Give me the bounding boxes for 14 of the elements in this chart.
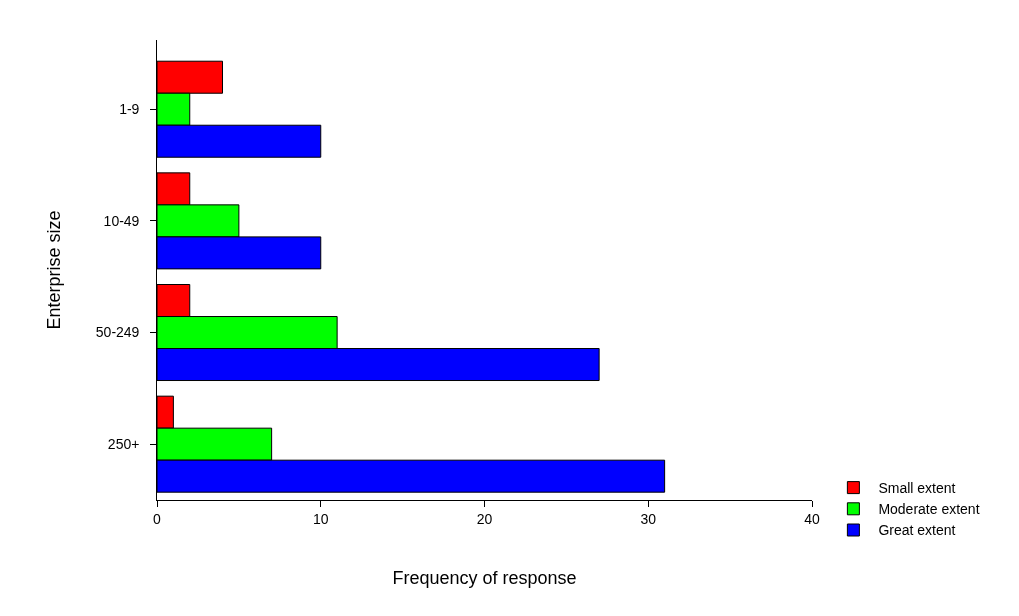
- x-tick-label: 20: [476, 510, 493, 527]
- x-tick-label: 40: [804, 510, 820, 527]
- y-tick-label: 50-249: [95, 324, 148, 341]
- x-tick-label: 10: [312, 510, 329, 527]
- y-tick-label: 1-9: [119, 101, 148, 118]
- legend-label: Small extent: [878, 480, 956, 497]
- x-axis-title: Frequency of response: [392, 567, 577, 588]
- y-tick-label: 10-49: [103, 212, 148, 229]
- legend-label: Moderate extent: [878, 501, 980, 518]
- x-tick-label: 30: [640, 510, 657, 527]
- y-axis-title: Enterprise size: [44, 210, 65, 330]
- y-tick-label: 250+: [107, 436, 148, 453]
- legend-label: Great extent: [878, 522, 956, 539]
- x-tick-label: 0: [153, 510, 162, 527]
